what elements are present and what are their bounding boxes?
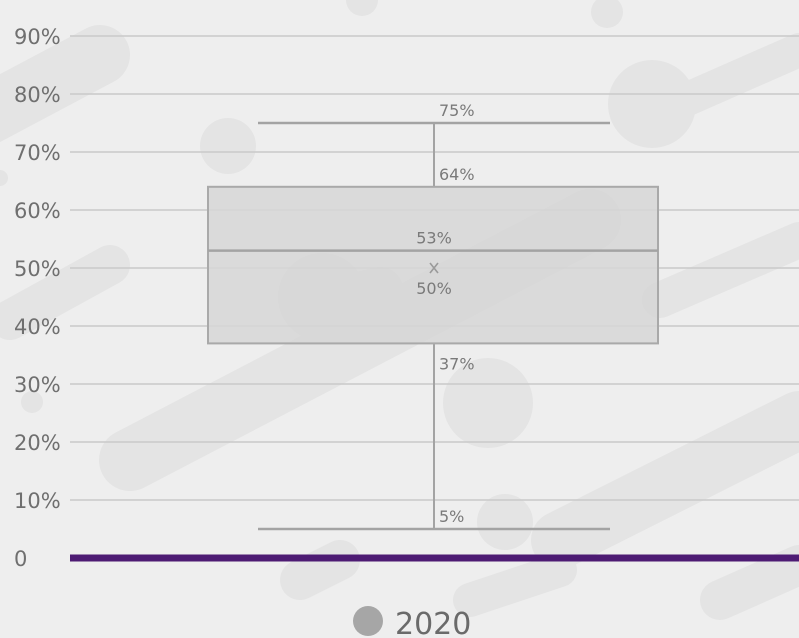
deco-stroke-7 (700, 545, 799, 620)
label-q1: 37% (439, 354, 475, 373)
y-tick-20: 20% (14, 431, 61, 455)
deco-dot-2 (591, 0, 623, 28)
deco-stroke-5 (280, 540, 360, 600)
legend-marker-2020 (353, 606, 383, 636)
deco-dot-3 (346, 0, 378, 16)
iqr-box (207, 185, 659, 345)
label-q3: 64% (439, 165, 475, 184)
deco-stroke-6 (453, 553, 577, 617)
deco-dot-5 (477, 494, 533, 550)
label-median: 53% (416, 229, 452, 248)
legend-label-2020: 2020 (395, 607, 471, 638)
deco-stroke-0 (0, 25, 130, 143)
deco-dot-4 (21, 391, 43, 413)
y-tick-90: 90% (14, 25, 61, 49)
y-tick-40: 40% (14, 315, 61, 339)
y-tick-80: 80% (14, 83, 61, 107)
deco-stroke-8 (642, 222, 799, 318)
legend: 2020 (353, 606, 471, 638)
label-mean: 50% (416, 279, 452, 298)
y-tick-60: 60% (14, 199, 61, 223)
label-max: 75% (439, 101, 475, 120)
label-min: 5% (439, 507, 464, 526)
deco-dot-1 (443, 358, 533, 448)
deco-dot-6 (608, 60, 696, 148)
y-tick-70: 70% (14, 141, 61, 165)
y-tick-0: 0 (14, 547, 27, 571)
y-tick-50: 50% (14, 257, 61, 281)
y-tick-30: 30% (14, 373, 61, 397)
deco-stroke-2 (531, 391, 799, 569)
plot-area: 75% 64% 53% 50% 37% 5% (70, 101, 799, 562)
y-tick-10: 10% (14, 489, 61, 513)
y-axis-ticks: 0 10% 20% 30% 40% 50% 60% 70% 80% 90% (14, 25, 61, 571)
mean-marker (429, 262, 439, 274)
deco-dot-8 (0, 170, 8, 186)
deco-dot-0 (200, 118, 256, 174)
deco-stroke-4 (0, 245, 130, 340)
